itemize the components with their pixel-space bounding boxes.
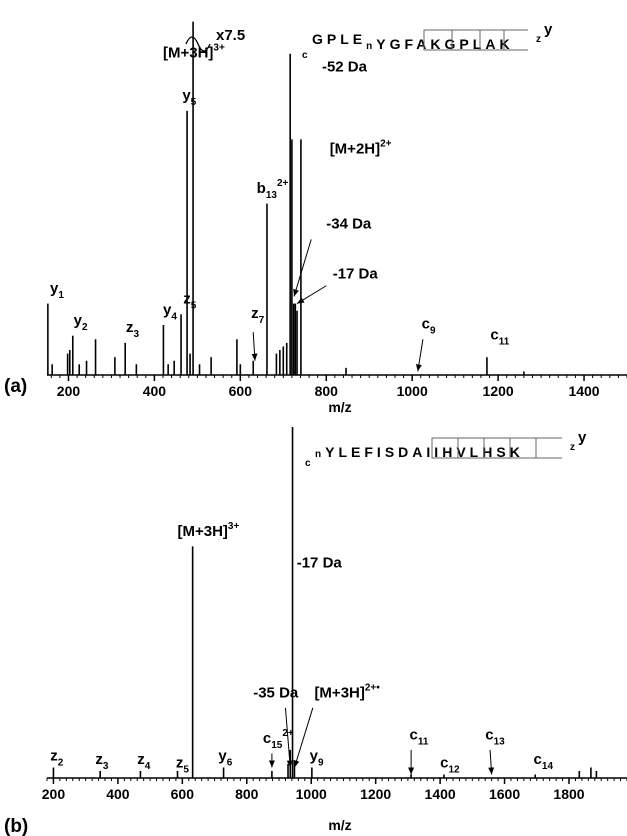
peak-label: z7 [251, 305, 265, 326]
peak-label: y9 [310, 747, 324, 768]
fragment-bracket [451, 32, 480, 51]
fragment-bracket [431, 440, 458, 459]
fragment-bracket [423, 32, 452, 51]
panel-label: (b) [4, 816, 28, 836]
sequence-prefix: c [305, 458, 311, 469]
peak-label: y1 [50, 280, 64, 301]
x-tick-label: 1000 [296, 786, 327, 802]
sequence-suffix-y: y [544, 21, 553, 38]
peak-label: y5 [182, 87, 196, 108]
peak-label: c152+ [263, 728, 294, 751]
annotation-arrow [293, 239, 312, 297]
x-tick-label: 200 [42, 786, 66, 802]
peak-label: z2 [50, 747, 64, 768]
x-tick-label: 200 [57, 383, 81, 399]
peak-label: y6 [218, 747, 232, 768]
peak-label: -35 Da [253, 684, 299, 701]
spectrum-panel-b: 200 400 600 800 1000 1200 1400 1600 1800 m/z (b) z2… [4, 427, 627, 836]
panel-label: (a) [4, 376, 27, 397]
x-tick-label: 1000 [397, 383, 428, 399]
spectrum-panel-a: 200 400 600 800 1000 1200 1400 m/z (a) y1 y2 z3 y4 z5… [4, 21, 627, 415]
fragment-bracket [503, 32, 528, 51]
peak-label: -17 Da [333, 266, 379, 283]
x-tick-label: 400 [106, 786, 130, 802]
fragment-bracket [457, 440, 484, 459]
annotation-arrow [293, 707, 314, 768]
peak-label: y2 [74, 312, 88, 333]
fragment-bracket [483, 440, 510, 459]
peak-label: [M+3H]3+ [163, 42, 225, 61]
peak-label: c11 [410, 726, 429, 747]
peak-label: z5 [176, 754, 190, 775]
x-tick-label: 800 [235, 786, 259, 802]
peptide-sequence: GPLEnYGFAKGPLAK [312, 31, 514, 52]
peak-label: [M+2H]2+ [330, 139, 392, 158]
scale-marker: x7.5 [216, 27, 245, 44]
x-axis-title: m/z [328, 399, 351, 415]
x-tick-label: 600 [229, 383, 253, 399]
annotation-arrow [415, 339, 424, 372]
peak-label: -17 Da [297, 554, 343, 571]
x-tick-label: 1400 [568, 383, 599, 399]
peak-label: c14 [534, 751, 554, 772]
annotation-arrow [488, 749, 495, 775]
peak-label: c11 [490, 326, 509, 347]
sequence-suffix-z: z [570, 442, 575, 453]
fragment-bracket [535, 440, 562, 459]
peak-label: c9 [422, 316, 436, 337]
sequence-prefix: c [302, 50, 308, 61]
sequence-suffix-y: y [578, 429, 587, 446]
annotation-arrow [251, 332, 258, 361]
peak-label: -52 Da [322, 59, 368, 76]
peptide-sequence: nYLEFISDAIIHVLHSK [315, 444, 524, 460]
annotation-arrow [284, 707, 293, 768]
x-tick-label: 1600 [489, 786, 520, 802]
peak-label: z3 [126, 319, 140, 340]
x-tick-label: 800 [315, 383, 339, 399]
peak-label: -34 Da [326, 216, 372, 233]
peak-label: c12 [440, 754, 460, 775]
x-tick-label: 400 [143, 383, 167, 399]
x-tick-label: 600 [171, 786, 195, 802]
break-zigzag [185, 36, 211, 52]
fragment-bracket [535, 437, 562, 458]
peak-label: [M+3H]2+• [314, 682, 380, 701]
x-tick-label: 1400 [425, 786, 456, 802]
peak-label: [M+3H]3+ [178, 521, 240, 540]
peak-label: y4 [163, 301, 177, 322]
fragment-bracket [509, 440, 536, 459]
peak-label: b132+ [257, 178, 289, 201]
x-tick-label: 1200 [360, 786, 391, 802]
peak-label: z3 [95, 751, 109, 772]
x-tick-label: 1800 [553, 786, 584, 802]
annotation-arrow [296, 285, 327, 305]
peak-label: z5 [183, 291, 197, 312]
peak-label: z4 [137, 751, 151, 772]
fragment-bracket [479, 32, 504, 51]
x-tick-label: 1200 [483, 383, 514, 399]
sequence-suffix-z: z [536, 34, 541, 45]
peak-label: c13 [485, 726, 505, 747]
x-axis-title: m/z [328, 817, 351, 833]
